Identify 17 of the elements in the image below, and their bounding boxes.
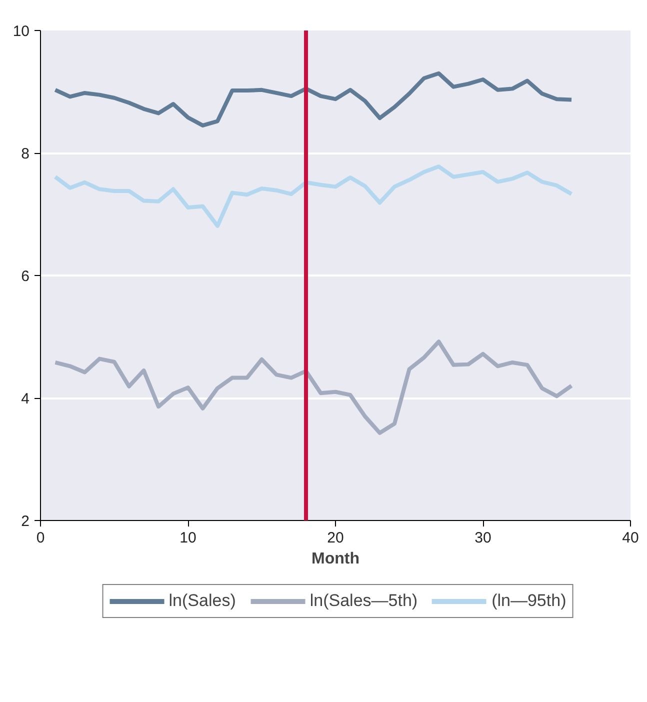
x-tick-label: 0 — [36, 530, 45, 546]
y-tick-label: 8 — [21, 146, 30, 162]
y-tick-label: 4 — [21, 390, 30, 408]
x-tick-label: 10 — [180, 530, 196, 546]
x-axis-title: Month — [312, 550, 360, 568]
x-tick-label: 20 — [327, 530, 344, 546]
legend-label: ln(Sales—5th) — [310, 591, 418, 611]
y-tick-label: 2 — [21, 513, 30, 530]
y-tick-label: 6 — [21, 268, 30, 285]
x-tick-label: 30 — [474, 530, 492, 546]
line-series — [53, 71, 574, 128]
line-series — [53, 340, 574, 435]
legend-label: (ln—95th) — [492, 591, 566, 611]
line-series — [53, 164, 574, 228]
x-tick-label: 40 — [622, 530, 639, 546]
legend-label: ln(Sales) — [168, 591, 236, 611]
y-tick-label: 10 — [12, 23, 30, 40]
